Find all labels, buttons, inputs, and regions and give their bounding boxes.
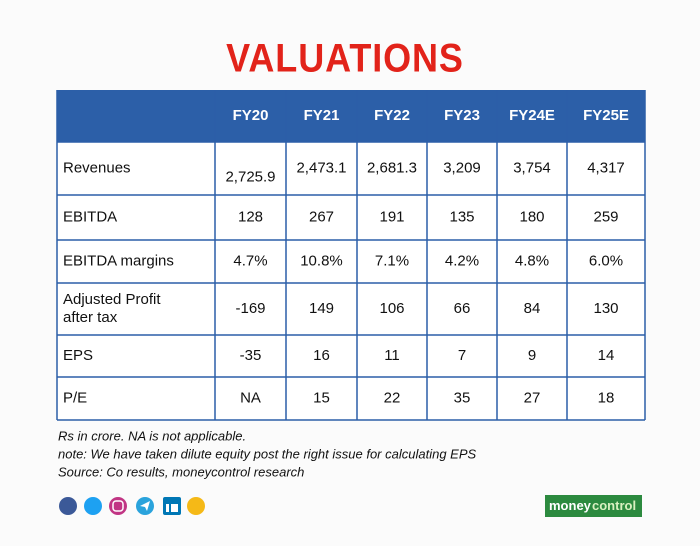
cell: 22 xyxy=(384,389,401,406)
cell: 9 xyxy=(528,347,536,364)
row-label: EBITDA margins xyxy=(63,252,174,269)
header-row xyxy=(57,90,645,142)
koo-icon xyxy=(187,497,205,515)
linkedin-glyph xyxy=(166,504,169,512)
instagram-glyph xyxy=(112,500,124,512)
row-label-line: after tax xyxy=(63,309,118,326)
table-body xyxy=(57,142,645,420)
header-cell: FY22 xyxy=(374,107,410,124)
cell: 128 xyxy=(238,208,263,225)
cell: 191 xyxy=(379,208,404,225)
cell: 2,681.3 xyxy=(367,159,417,176)
cell: 259 xyxy=(593,208,618,225)
notes: Rs in crore. NA is not applicable. note: … xyxy=(58,428,477,479)
row-label: EPS xyxy=(63,347,93,364)
logo-control: control xyxy=(592,498,636,513)
header-cell: FY20 xyxy=(233,107,269,124)
cell: 3,209 xyxy=(443,159,481,176)
cell: 7 xyxy=(458,347,466,364)
header-cell: FY23 xyxy=(444,107,480,124)
twitter-icon xyxy=(84,497,102,515)
cell: 4.8% xyxy=(515,252,549,269)
header-cell: FY24E xyxy=(509,107,555,124)
instagram-icon xyxy=(109,497,127,515)
telegram-glyph xyxy=(140,501,150,511)
cell: NA xyxy=(240,389,261,406)
cell: 2,725.9 xyxy=(225,168,275,185)
facebook-icon xyxy=(59,497,77,515)
cell: 149 xyxy=(309,300,334,317)
row-label-line: Adjusted Profit xyxy=(63,291,161,308)
cell: 35 xyxy=(454,389,471,406)
cell: 267 xyxy=(309,208,334,225)
social-icons xyxy=(59,497,205,515)
cell: 66 xyxy=(454,300,471,317)
cell: 11 xyxy=(384,347,400,364)
cell: 180 xyxy=(519,208,544,225)
cell: 14 xyxy=(598,347,615,364)
row-label: Revenues xyxy=(63,159,131,176)
title: VALUATIONS xyxy=(226,37,464,81)
note: Rs in crore. NA is not applicable. xyxy=(58,428,246,443)
cell: 84 xyxy=(524,300,541,317)
cell: 27 xyxy=(524,389,541,406)
cell: 135 xyxy=(449,208,474,225)
cell: 18 xyxy=(598,389,615,406)
cell: 4,317 xyxy=(587,159,625,176)
logo-money: money xyxy=(549,498,592,513)
cell: 3,754 xyxy=(513,159,551,176)
row-label: Adjusted Profit after tax xyxy=(63,291,161,326)
cell: 2,473.1 xyxy=(296,159,346,176)
cell: 10.8% xyxy=(300,252,343,269)
cell: 16 xyxy=(313,347,330,364)
note: note: We have taken dilute equity post t… xyxy=(58,446,477,461)
note: Source: Co results, moneycontrol researc… xyxy=(58,464,304,479)
cell: -35 xyxy=(240,347,262,364)
cell: 4.2% xyxy=(445,252,479,269)
logo-box xyxy=(545,495,642,517)
row-label: P/E xyxy=(63,389,87,406)
cell: 7.1% xyxy=(375,252,409,269)
cell: 4.7% xyxy=(233,252,267,269)
cell: 6.0% xyxy=(589,252,623,269)
linkedin-glyph xyxy=(171,504,178,512)
header-cell: FY21 xyxy=(304,107,340,124)
cell: 15 xyxy=(313,389,330,406)
cell: -169 xyxy=(235,300,265,317)
row-label: EBITDA xyxy=(63,208,117,225)
valuation-table: FY20 FY21 FY22 FY23 FY24E FY25E Revenues 2,725.… xyxy=(56,90,646,421)
logo: money control xyxy=(545,495,642,517)
cell: 106 xyxy=(379,300,404,317)
cell: 130 xyxy=(593,300,618,317)
header-cell: FY25E xyxy=(583,107,629,124)
